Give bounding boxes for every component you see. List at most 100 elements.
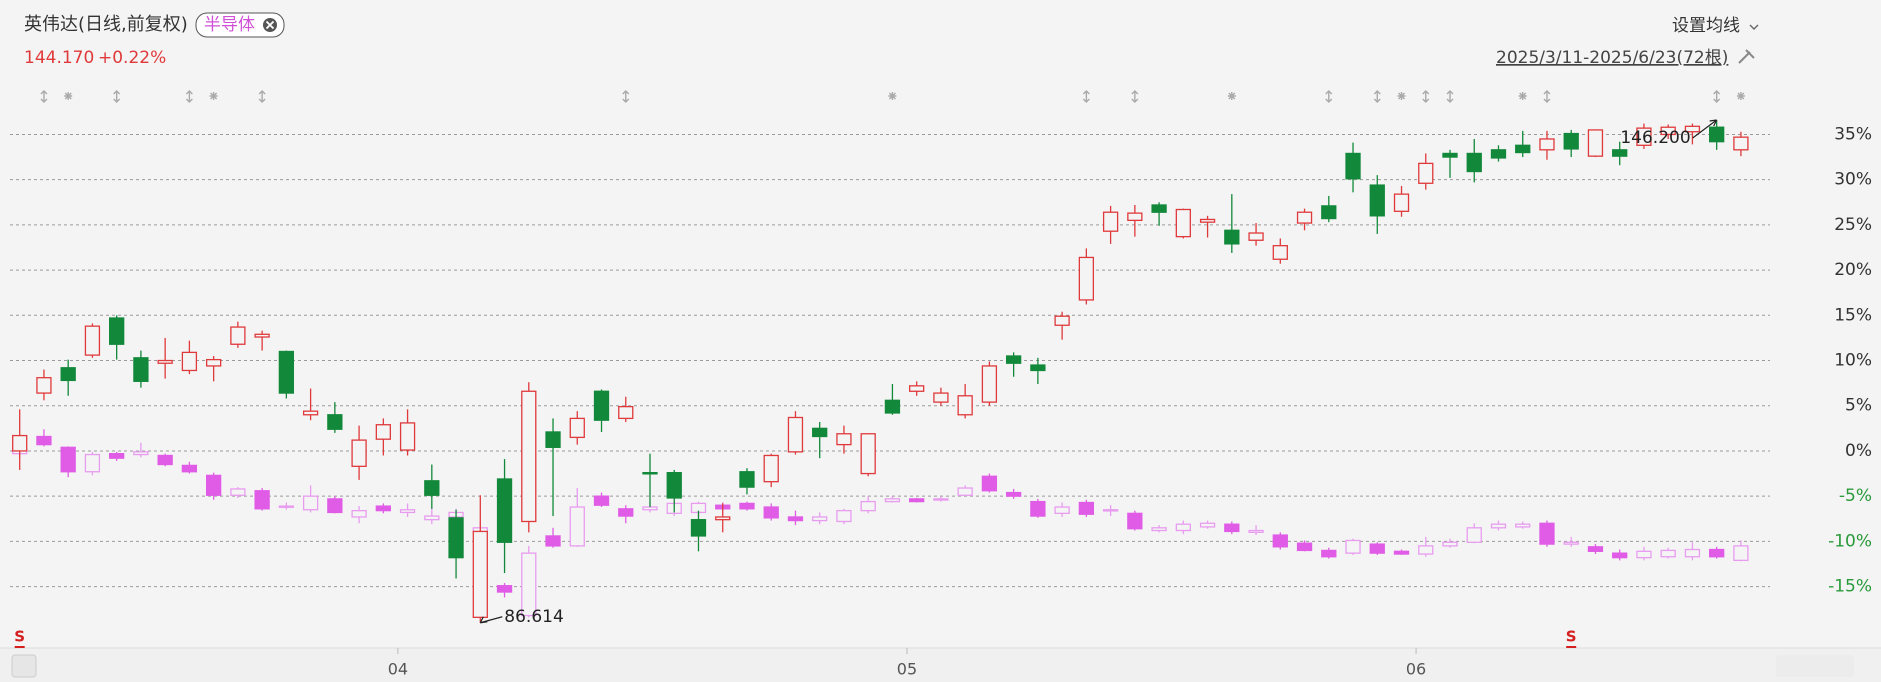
candle-body <box>1005 355 1022 364</box>
candle-body <box>327 414 343 430</box>
candle-body <box>351 509 367 518</box>
candle-body <box>1369 543 1385 554</box>
candle-body <box>1345 152 1361 180</box>
event-icon <box>1713 90 1721 103</box>
candle-body <box>618 405 634 420</box>
candle-body <box>133 357 149 382</box>
candle-body <box>1418 162 1434 184</box>
candle-body <box>884 399 901 414</box>
candle-body <box>302 410 319 416</box>
candle-body <box>472 530 488 618</box>
y-tick-label: 0% <box>1845 441 1872 461</box>
candle-body <box>812 427 828 438</box>
candle-body <box>1709 548 1725 558</box>
y-tick-label: 5% <box>1845 396 1872 416</box>
candle-body <box>812 516 828 522</box>
candle-body <box>836 433 852 446</box>
candle-body <box>375 424 391 440</box>
compare-tag[interactable] <box>195 12 285 38</box>
candle-body <box>787 516 804 522</box>
candle-body <box>205 474 222 496</box>
candle-body <box>254 333 270 338</box>
event-icon <box>1131 90 1139 103</box>
candle-body <box>1515 144 1531 154</box>
event-icon <box>258 90 266 103</box>
candle-body <box>1612 149 1628 157</box>
event-icon <box>888 92 897 100</box>
candle-body <box>351 439 367 467</box>
candle-body <box>884 498 901 503</box>
candle-body <box>933 392 949 403</box>
event-icon <box>1325 90 1333 103</box>
candle-body <box>181 464 198 473</box>
scroll-handle[interactable] <box>11 654 37 678</box>
candle-body <box>1102 509 1119 512</box>
event-icon <box>185 90 193 103</box>
event-icon <box>113 90 121 103</box>
candle-body <box>690 519 707 537</box>
candle-body <box>1369 184 1385 217</box>
candle-body <box>1248 529 1264 533</box>
candle-body <box>327 498 343 514</box>
candle-body <box>278 505 295 508</box>
candle-body <box>1175 208 1191 238</box>
candle-body <box>1660 549 1676 558</box>
candle-body <box>860 433 876 475</box>
candle-body <box>957 395 973 416</box>
candle-body <box>1515 523 1531 528</box>
candle-body <box>1442 152 1458 158</box>
candle-body <box>618 508 634 517</box>
candle-body <box>1418 545 1434 555</box>
candle-body <box>375 505 391 512</box>
event-icon <box>1082 90 1090 103</box>
x-tick-label: 05 <box>897 660 917 679</box>
pin-icon[interactable] <box>1738 49 1755 64</box>
candle-body <box>1175 523 1191 532</box>
candle-body <box>424 515 440 521</box>
candle-body <box>1563 541 1579 545</box>
candle-body <box>1393 550 1410 555</box>
candle-body <box>1733 136 1749 151</box>
candle-body <box>642 472 658 475</box>
event-icon <box>1518 92 1527 100</box>
candle-body <box>1030 500 1046 517</box>
candle-body <box>60 367 76 382</box>
candle-body <box>1539 138 1555 151</box>
candle-body <box>1224 523 1240 533</box>
candle-body <box>399 509 416 514</box>
candle-body <box>302 495 319 511</box>
candle-body <box>1102 211 1119 232</box>
candle-body <box>109 453 125 459</box>
y-tick-label: -5% <box>1839 486 1872 506</box>
candle-body <box>1030 364 1046 372</box>
y-tick-label: 15% <box>1834 305 1872 325</box>
candle-body <box>230 326 246 345</box>
y-tick-label: 30% <box>1834 170 1872 190</box>
candle-body <box>60 446 76 473</box>
candle-body <box>278 350 295 394</box>
x-tick-label: 06 <box>1406 660 1426 679</box>
y-tick-label: 10% <box>1834 351 1872 371</box>
time-axis-band <box>0 648 1881 682</box>
candle-body <box>981 475 998 492</box>
candle-body <box>1539 522 1555 545</box>
candle-body <box>1466 527 1482 543</box>
date-range[interactable]: 2025/3/11-2025/6/23(72根) <box>1496 48 1728 68</box>
candle-body <box>1054 506 1070 514</box>
candle-body <box>739 471 755 488</box>
candle-body <box>84 453 101 473</box>
candle-body <box>739 502 755 510</box>
candle-body <box>496 478 513 543</box>
annotation-label: 146.200 <box>1620 128 1690 148</box>
ma-settings[interactable]: 设置均线 <box>1672 16 1740 36</box>
compare-tag-label[interactable]: 半导体 <box>204 15 255 35</box>
candle-body <box>1321 205 1337 220</box>
last-price: 144.170 <box>24 48 94 68</box>
candle-body <box>1490 149 1507 159</box>
candle-body <box>521 552 537 617</box>
candle-body <box>957 487 973 496</box>
candle-body <box>36 435 52 446</box>
candle-body <box>763 454 779 483</box>
candle-body <box>254 490 270 510</box>
event-icon <box>64 92 73 100</box>
